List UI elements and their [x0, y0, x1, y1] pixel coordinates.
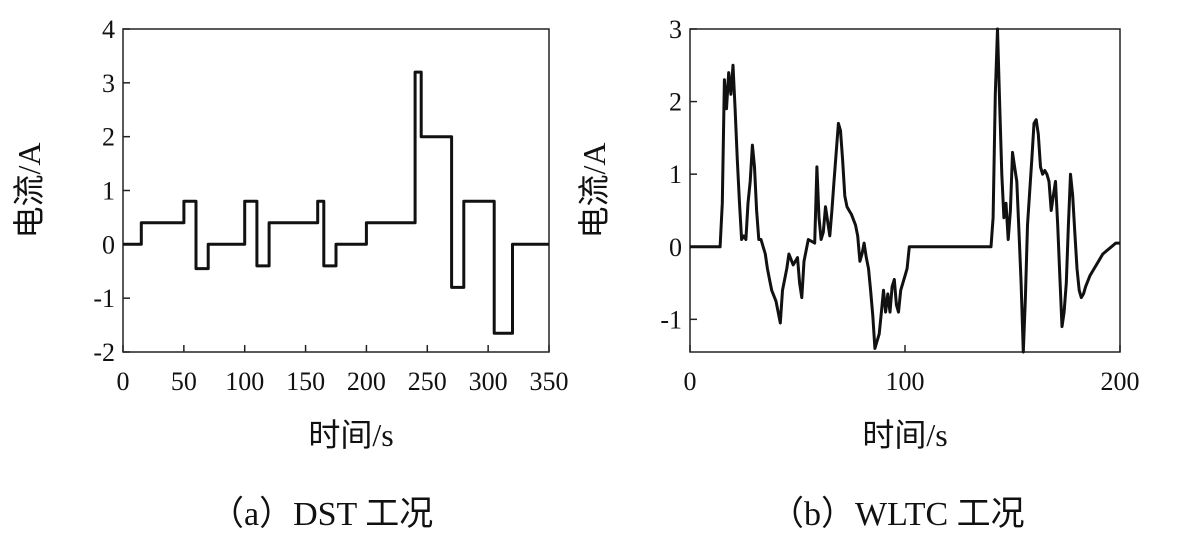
y-axis-label-a: 电流/A	[11, 142, 47, 238]
x-tick-label-a: 50	[171, 367, 197, 396]
y-tick-label-b: 3	[669, 15, 682, 44]
y-tick-label-b: 1	[669, 160, 682, 189]
caption-a: （a）DST 工况	[210, 496, 434, 533]
y-tick-label-b: 2	[669, 88, 682, 117]
x-axis-label-a: 时间/s	[308, 417, 393, 453]
y-axis-label-b: 电流/A	[576, 142, 612, 238]
x-tick-label-a: 350	[530, 367, 569, 396]
x-tick-label-b: 0	[684, 367, 697, 396]
x-tick-label-a: 300	[469, 367, 508, 396]
y-tick-label-a: 0	[102, 230, 115, 259]
y-tick-label-b: -1	[660, 305, 682, 334]
y-tick-label-a: -1	[93, 284, 115, 313]
y-tick-label-a: -2	[93, 338, 115, 367]
x-tick-label-a: 0	[117, 367, 130, 396]
y-tick-label-a: 4	[102, 15, 115, 44]
x-tick-label-b: 200	[1101, 367, 1140, 396]
y-tick-label-a: 3	[102, 69, 115, 98]
series-line-a	[123, 70, 549, 335]
x-tick-label-b: 100	[886, 367, 925, 396]
caption-b: （b）WLTC 工况	[770, 496, 1025, 533]
plot-frame-a	[122, 28, 550, 353]
x-tick-label-a: 100	[225, 367, 264, 396]
x-axis-label-b: 时间/s	[862, 417, 947, 453]
x-tick-label-a: 200	[347, 367, 386, 396]
y-tick-label-b: 0	[669, 233, 682, 262]
y-tick-label-a: 1	[102, 177, 115, 206]
chart-b: -1 0 1 2 3 0 100 200 时间/s 电流/A	[576, 15, 1140, 453]
chart-a: -2 -1 0 1 2 3 4 0 50 100 150 200 250 300 350 时间/s 电流/A	[11, 15, 569, 453]
y-tick-label-a: 2	[102, 123, 115, 152]
series-line-b	[690, 27, 1120, 354]
x-tick-label-a: 250	[408, 367, 447, 396]
x-tick-label-a: 150	[286, 367, 325, 396]
